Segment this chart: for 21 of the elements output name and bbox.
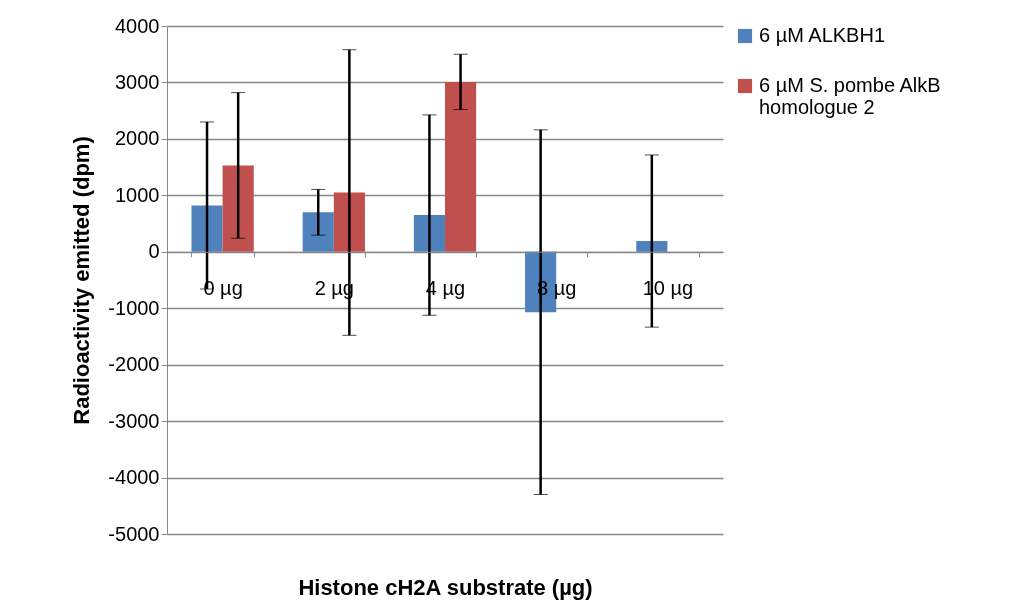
- bar: [333, 192, 365, 252]
- legend-label: 6 µM ALKBH1: [759, 24, 886, 46]
- y-tick-label: -3000: [108, 409, 160, 432]
- x-axis-title: Histone cH2A substrate (µg): [298, 574, 593, 600]
- bar: [636, 241, 668, 252]
- y-tick-label: 2000: [115, 127, 160, 150]
- y-axis-title: Radioactivity emitted (dpm): [69, 136, 95, 425]
- y-tick-label: -4000: [108, 466, 160, 489]
- bar: [302, 212, 334, 252]
- y-tick-label: 1000: [115, 183, 160, 206]
- y-tick-label: -5000: [108, 522, 160, 545]
- bar: [222, 165, 254, 252]
- y-tick-label: -1000: [108, 296, 160, 319]
- y-tick-label: 3000: [115, 70, 160, 93]
- bar: [413, 215, 445, 252]
- bar: [191, 205, 223, 252]
- bar: [445, 81, 477, 252]
- legend-label: 6 µM S. pombe AlkB homologue 2: [759, 74, 941, 118]
- y-tick-label: -2000: [108, 353, 160, 376]
- y-tick-label: 4000: [115, 14, 160, 37]
- y-tick-label: 0: [148, 240, 160, 263]
